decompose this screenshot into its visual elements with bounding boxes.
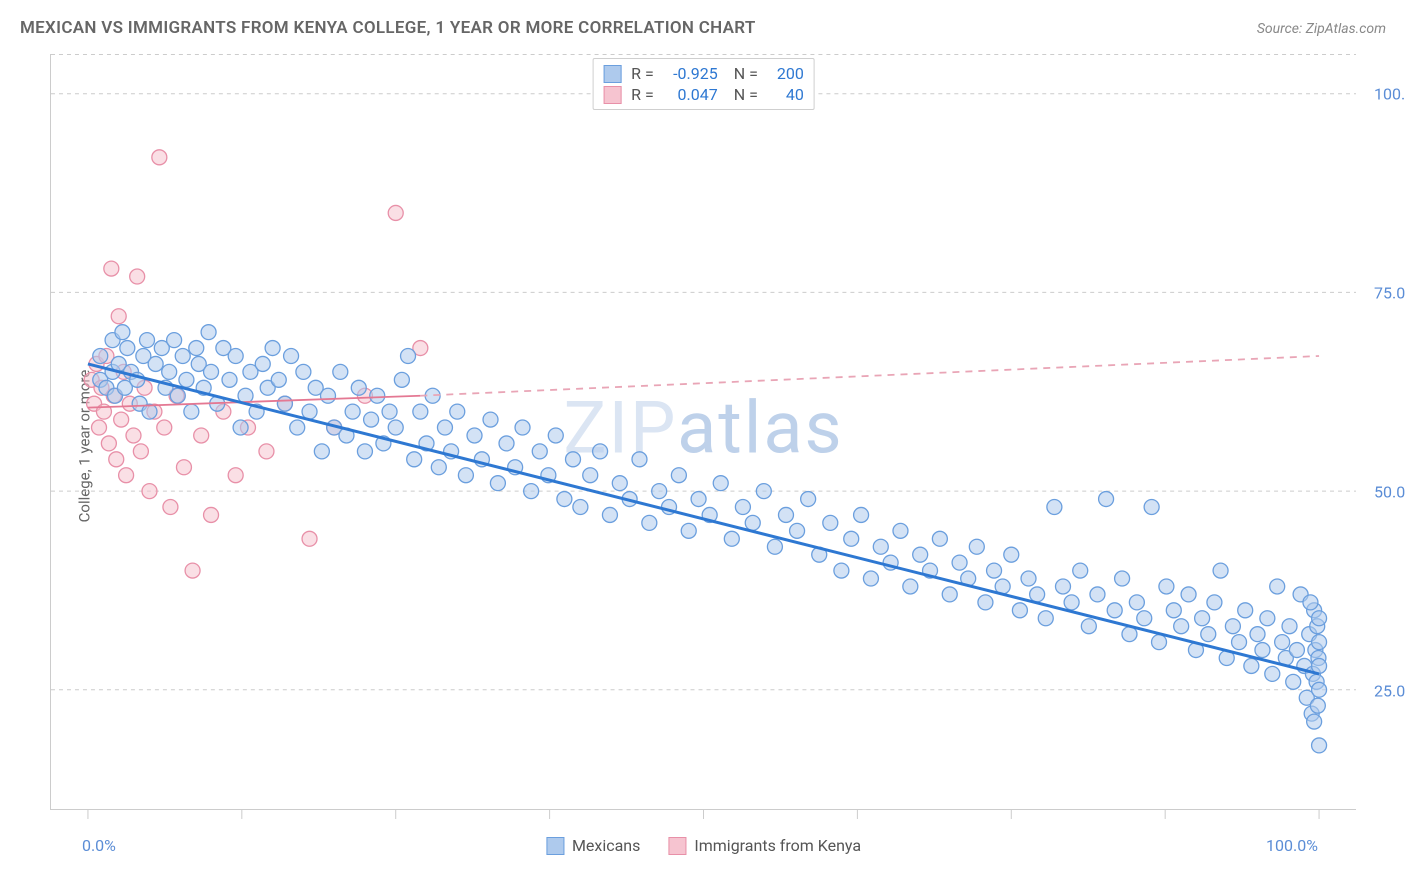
plot-area: ZIPatlas R = -0.925 N = 200 R = 0.047 N … [50, 54, 1356, 810]
correlation-row-b: R = 0.047 N = 40 [603, 84, 804, 105]
correlation-legend: R = -0.925 N = 200 R = 0.047 N = 40 [592, 58, 815, 110]
y-tick-label: 75.0% [1374, 283, 1406, 302]
swatch-kenya [603, 86, 621, 104]
source-attribution: Source: ZipAtlas.com [1257, 21, 1386, 37]
y-tick-label: 50.0% [1374, 482, 1406, 501]
chart-title: MEXICAN VS IMMIGRANTS FROM KENYA COLLEGE… [20, 18, 756, 38]
legend-item-kenya: Immigrants from Kenya [668, 836, 861, 855]
n-value-a: 200 [768, 64, 804, 83]
correlation-row-a: R = -0.925 N = 200 [603, 63, 804, 84]
r-value-a: -0.925 [664, 64, 718, 83]
n-value-b: 40 [768, 85, 804, 104]
swatch-mexicans [603, 65, 621, 83]
legend-item-mexicans: Mexicans [546, 836, 640, 855]
y-tick-label: 25.0% [1374, 681, 1406, 700]
series-legend: Mexicans Immigrants from Kenya [546, 836, 861, 855]
x-tick-label: 100.0% [1266, 836, 1318, 855]
r-value-b: 0.047 [664, 85, 718, 104]
x-tick-label: 0.0% [82, 836, 116, 855]
swatch-kenya-icon [668, 837, 686, 855]
y-tick-label: 100.0% [1374, 84, 1406, 103]
plot-svg [51, 54, 1356, 809]
swatch-mexicans-icon [546, 837, 564, 855]
